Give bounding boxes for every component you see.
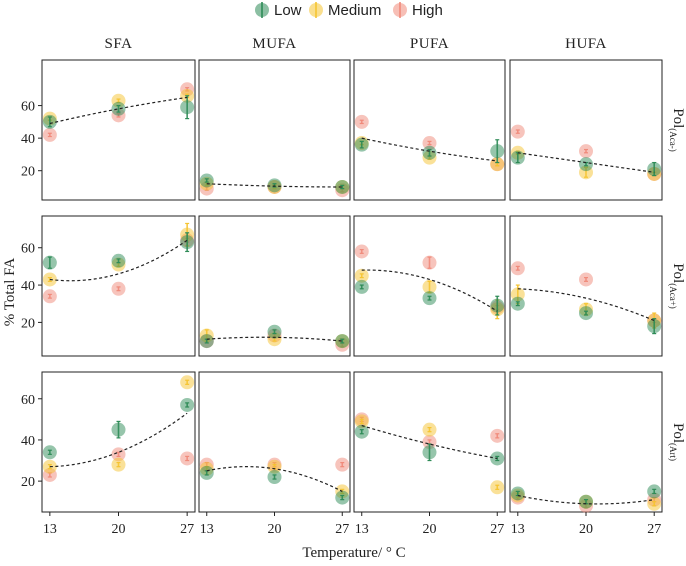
row-label-main: Pol xyxy=(670,263,686,283)
trend-line xyxy=(361,424,498,460)
x-tick-label: 13 xyxy=(511,522,525,537)
panel-border xyxy=(198,59,351,201)
trend-line xyxy=(206,336,343,342)
y-tick-label: 60 xyxy=(21,393,35,408)
panel-border xyxy=(198,371,351,513)
y-tick-label: 40 xyxy=(21,434,35,449)
y-tick-label: 40 xyxy=(21,132,35,147)
x-tick-label: 27 xyxy=(335,522,349,537)
panel-sfa-row-2 xyxy=(41,215,196,357)
row-label-2: Pol(Aca+) xyxy=(668,263,686,309)
panel-pufa-row-2 xyxy=(353,215,506,357)
strip-label-mufa: MUFA xyxy=(252,36,296,52)
strip-label-hufa: HUFA xyxy=(565,36,607,52)
row-label-1: Pol(Aca-) xyxy=(668,108,686,152)
panel-border xyxy=(353,59,506,201)
panel-sfa-row-3: 13 20 27 xyxy=(41,371,196,537)
panel-mufa-row-3: 13 20 27 xyxy=(198,371,351,537)
row-label-text: Pol(Art) xyxy=(668,423,686,461)
trend-line xyxy=(49,239,188,282)
panels: 20 40 60 20 40 60 20 40 60 13 20 27 13 20 27 13 20 27 13 20… xyxy=(21,59,663,537)
x-tick-label: 20 xyxy=(423,522,437,537)
row-label-sub: (Art) xyxy=(668,443,678,461)
trend-line xyxy=(517,152,655,173)
y-tick-label: 60 xyxy=(21,242,35,257)
x-tick-label: 20 xyxy=(112,522,126,537)
row-label-sub: (Aca+) xyxy=(668,283,678,309)
panel-hufa-row-2 xyxy=(509,215,663,357)
trend-line xyxy=(49,412,188,468)
panel-border xyxy=(41,371,196,513)
trend-line xyxy=(361,137,498,162)
x-tick-label: 20 xyxy=(268,522,282,537)
panel-hufa-row-1 xyxy=(509,59,663,201)
y-tick-label: 20 xyxy=(21,316,35,331)
legend-label-low: Low xyxy=(274,2,302,19)
x-tick-label: 27 xyxy=(490,522,504,537)
x-tick-label: 13 xyxy=(355,522,369,537)
panel-hufa-row-3: 13 20 27 xyxy=(509,371,663,537)
panel-pufa-row-3: 13 20 27 xyxy=(353,371,506,537)
trend-line xyxy=(206,466,343,492)
row-label-text: Pol(Aca-) xyxy=(668,108,686,152)
column-strips: SFA MUFA PUFA HUFA xyxy=(105,36,607,52)
y-tick-label: 40 xyxy=(21,279,35,294)
legend-label-medium: Medium xyxy=(328,2,381,19)
row-label-main: Pol xyxy=(670,423,686,443)
panel-sfa-row-1 xyxy=(41,59,196,201)
y-tick-label: 20 xyxy=(21,475,35,490)
panel-border xyxy=(509,371,663,513)
row-label-sub: (Aca-) xyxy=(668,128,678,151)
strip-label-sfa: SFA xyxy=(105,36,133,52)
trend-line xyxy=(49,96,188,125)
strip-label-pufa: PUFA xyxy=(410,36,449,52)
x-tick-label: 27 xyxy=(180,522,194,537)
trend-line xyxy=(206,183,343,188)
row-label-main: Pol xyxy=(670,108,686,128)
x-axis-title: Temperature/ ° C xyxy=(302,545,405,561)
panel-mufa-row-1 xyxy=(198,59,351,201)
row-label-3: Pol(Art) xyxy=(668,423,686,461)
y-tick-label: 60 xyxy=(21,100,35,115)
trend-line xyxy=(517,288,655,322)
panel-mufa-row-2 xyxy=(198,215,351,357)
legend: Low Medium High xyxy=(255,2,443,19)
x-tick-label: 20 xyxy=(579,522,593,537)
y-axis-title: % Total FA xyxy=(2,258,18,327)
panel-border xyxy=(41,59,196,201)
trend-line xyxy=(517,494,655,505)
x-tick-label: 13 xyxy=(43,522,57,537)
trend-line xyxy=(361,269,498,312)
row-labels: Pol(Aca-)Pol(Aca+)Pol(Art) xyxy=(668,108,686,461)
x-tick-label: 27 xyxy=(647,522,661,537)
panel-pufa-row-1 xyxy=(353,59,506,201)
x-tick-label: 13 xyxy=(200,522,214,537)
row-label-text: Pol(Aca+) xyxy=(668,263,686,309)
legend-label-high: High xyxy=(412,2,443,19)
y-tick-label: 20 xyxy=(21,165,35,180)
